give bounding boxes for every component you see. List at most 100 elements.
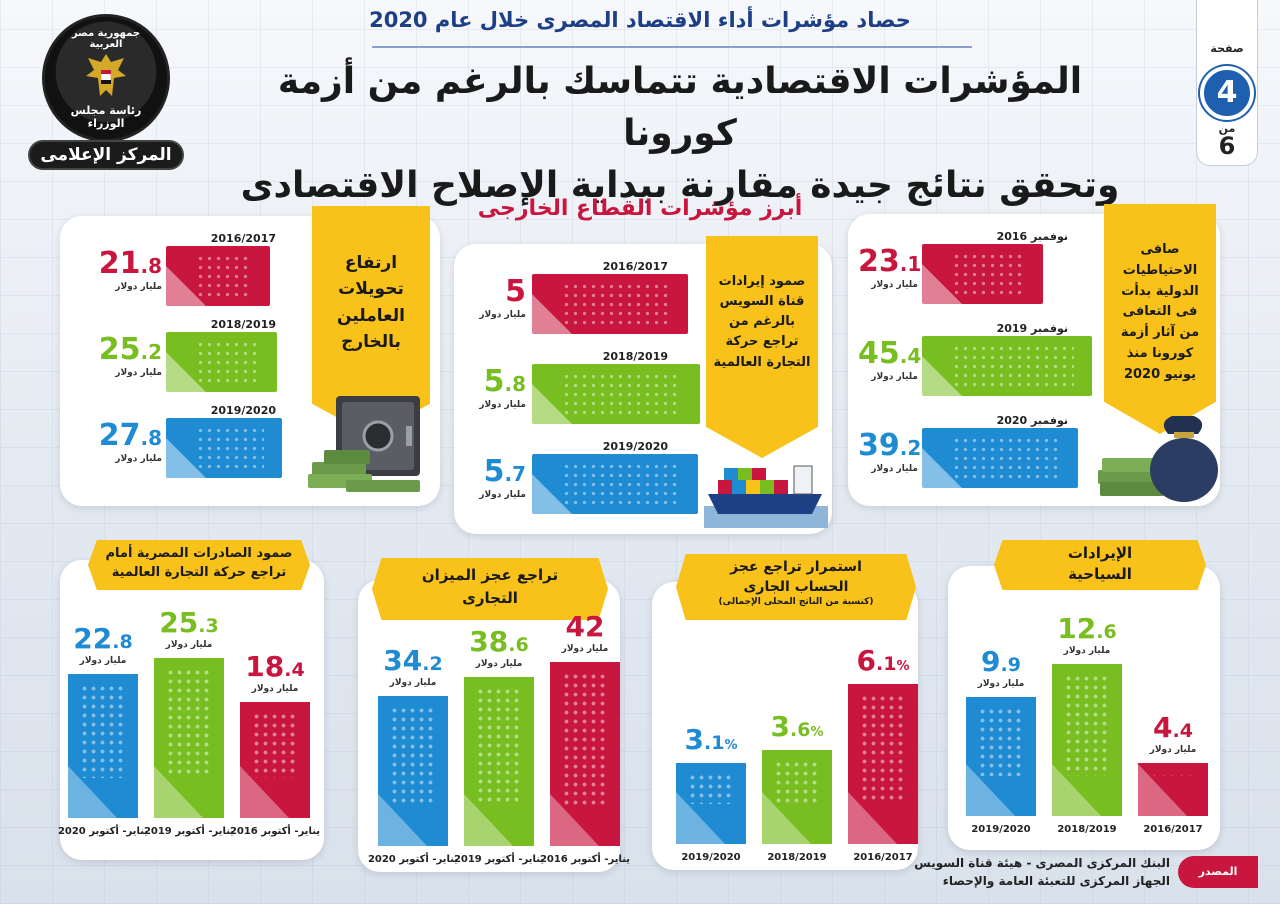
safe-with-money-icon: [308, 396, 420, 492]
page-label: صفحة: [1210, 42, 1244, 55]
value-decimal: .4: [899, 344, 922, 368]
bar: [464, 676, 534, 846]
value-decimal: .7: [504, 462, 526, 486]
source-line-1: البنك المركزى المصرى - هيئة قناة السويس: [914, 856, 1170, 870]
suez-canal-ribbon: صمود إيرادات قناة السويس بالرغم من تراجع…: [706, 236, 818, 458]
value-integer: 4: [1153, 710, 1173, 744]
value-label: 23.1: [858, 244, 921, 279]
bar-fold: [1138, 763, 1187, 816]
unit-label: مليار دولار: [165, 640, 213, 650]
eagle-icon: [86, 54, 126, 96]
bar-pattern: [80, 683, 126, 778]
value-integer: 23: [858, 244, 900, 279]
value-decimal: .1: [899, 252, 922, 276]
current-account-subtitle: (كنسبة من الناتج المحلى الإجمالى): [718, 597, 874, 608]
money-bag-icon: [1098, 416, 1218, 502]
headline-line-1: المؤشرات الاقتصادية تتماسك بالرغم من أزم…: [277, 61, 1083, 155]
value-label: 25.2: [70, 332, 162, 367]
value-decimal: .4: [284, 658, 305, 681]
bar-pattern: [196, 254, 252, 298]
value-integer: 45: [858, 336, 900, 371]
bar: [920, 336, 1092, 398]
value-label: 4.4: [1118, 711, 1228, 744]
unit-label: مليار دولار: [871, 280, 918, 290]
value-integer: 25: [98, 332, 141, 367]
value-decimal: .8: [504, 372, 526, 396]
value-integer: 5: [505, 274, 526, 309]
unit-label: مليار دولار: [977, 678, 1025, 689]
value-integer: 5: [483, 364, 505, 399]
value-decimal: .8: [112, 630, 133, 653]
bar-pattern: [1150, 772, 1196, 776]
category-label: نوفمبر 2019: [996, 322, 1068, 335]
value-integer: 27: [98, 418, 141, 453]
value-integer: 9: [981, 644, 1001, 678]
unit-label: مليار دولار: [115, 282, 162, 292]
logo-ring-text: جمهورية مصر العربية: [71, 28, 141, 50]
category-label: 2016/2017: [1143, 824, 1203, 835]
category-label: يناير- أكتوبر 2016: [539, 854, 631, 865]
bar-pattern: [774, 759, 820, 804]
category-label: 2018/2019: [767, 852, 827, 863]
source-label: المصدر: [1178, 856, 1258, 888]
page-of-label: من: [1218, 122, 1236, 135]
category-label: 2016/2017: [853, 852, 913, 863]
current-account-title: استمرار تراجع عجز الحساب الجارى: [730, 559, 862, 595]
bar-pattern: [166, 668, 212, 778]
category-label: 2019/2020: [602, 440, 668, 453]
bar-pattern: [196, 426, 264, 470]
current-account-ribbon: استمرار تراجع عجز الحساب الجارى (كنسبة م…: [676, 554, 916, 620]
bar: [530, 274, 688, 336]
container-ship-icon: [704, 465, 828, 528]
bar-pattern: [196, 340, 259, 384]
bar: [1138, 762, 1208, 816]
value-label: 34.2: [358, 644, 468, 677]
value-label: 12.6: [1032, 612, 1142, 645]
bar-pattern: [860, 694, 906, 804]
value-decimal: .2: [899, 436, 922, 460]
unit-label: مليار دولار: [115, 454, 162, 464]
bar-pattern: [390, 706, 436, 806]
value-suffix: %: [896, 659, 910, 674]
category-label: 2019/2020: [210, 404, 276, 417]
logo-council-text: رئاسة مجلس الوزراء: [70, 104, 142, 130]
unit-label: مليار دولار: [79, 655, 127, 666]
bar: [676, 762, 746, 844]
category-label: نوفمبر 2020: [996, 414, 1068, 427]
value-label: 18.4: [220, 650, 330, 683]
category-label: 2019/2020: [681, 852, 741, 863]
total-pages: 6: [1218, 132, 1236, 160]
bar-pattern: [952, 252, 1025, 296]
bar-pattern: [476, 686, 522, 806]
logo-banner: المركز الإعلامى: [28, 140, 184, 170]
value-decimal: .6: [790, 718, 811, 741]
value-decimal: .2: [140, 340, 162, 364]
value-label: 5.8: [466, 364, 526, 399]
value-integer: 3: [770, 709, 790, 743]
value-decimal: .8: [140, 426, 162, 450]
value-label: 3.1%: [656, 723, 766, 756]
unit-label: مليار دولار: [475, 658, 523, 669]
bar: [378, 696, 448, 846]
bar-pattern: [562, 672, 608, 806]
value-decimal: .6: [1096, 621, 1117, 643]
unit-label: مليار دولار: [871, 372, 918, 382]
bar-pattern: [952, 436, 1061, 480]
bar: [154, 658, 224, 818]
bar-pattern: [978, 706, 1024, 776]
current-page-number: 4: [1200, 66, 1254, 120]
bar-pattern: [952, 344, 1074, 388]
unit-label: مليار دولار: [389, 678, 437, 689]
bar: [1052, 664, 1122, 816]
value-label: 5: [466, 274, 526, 309]
value-integer: 5: [483, 454, 505, 489]
value-integer: 42: [565, 610, 605, 643]
bar-pattern: [252, 711, 298, 778]
category-label: يناير- أكتوبر 2016: [229, 826, 321, 837]
bar: [848, 684, 918, 844]
headline-line-2: وتحقق نتائج جيدة مقارنة ببداية الإصلاح ا…: [240, 165, 1120, 207]
value-suffix: %: [724, 737, 738, 753]
value-label: 45.4: [858, 336, 921, 371]
subtitle-divider: [372, 46, 972, 48]
value-integer: 34: [383, 644, 423, 678]
